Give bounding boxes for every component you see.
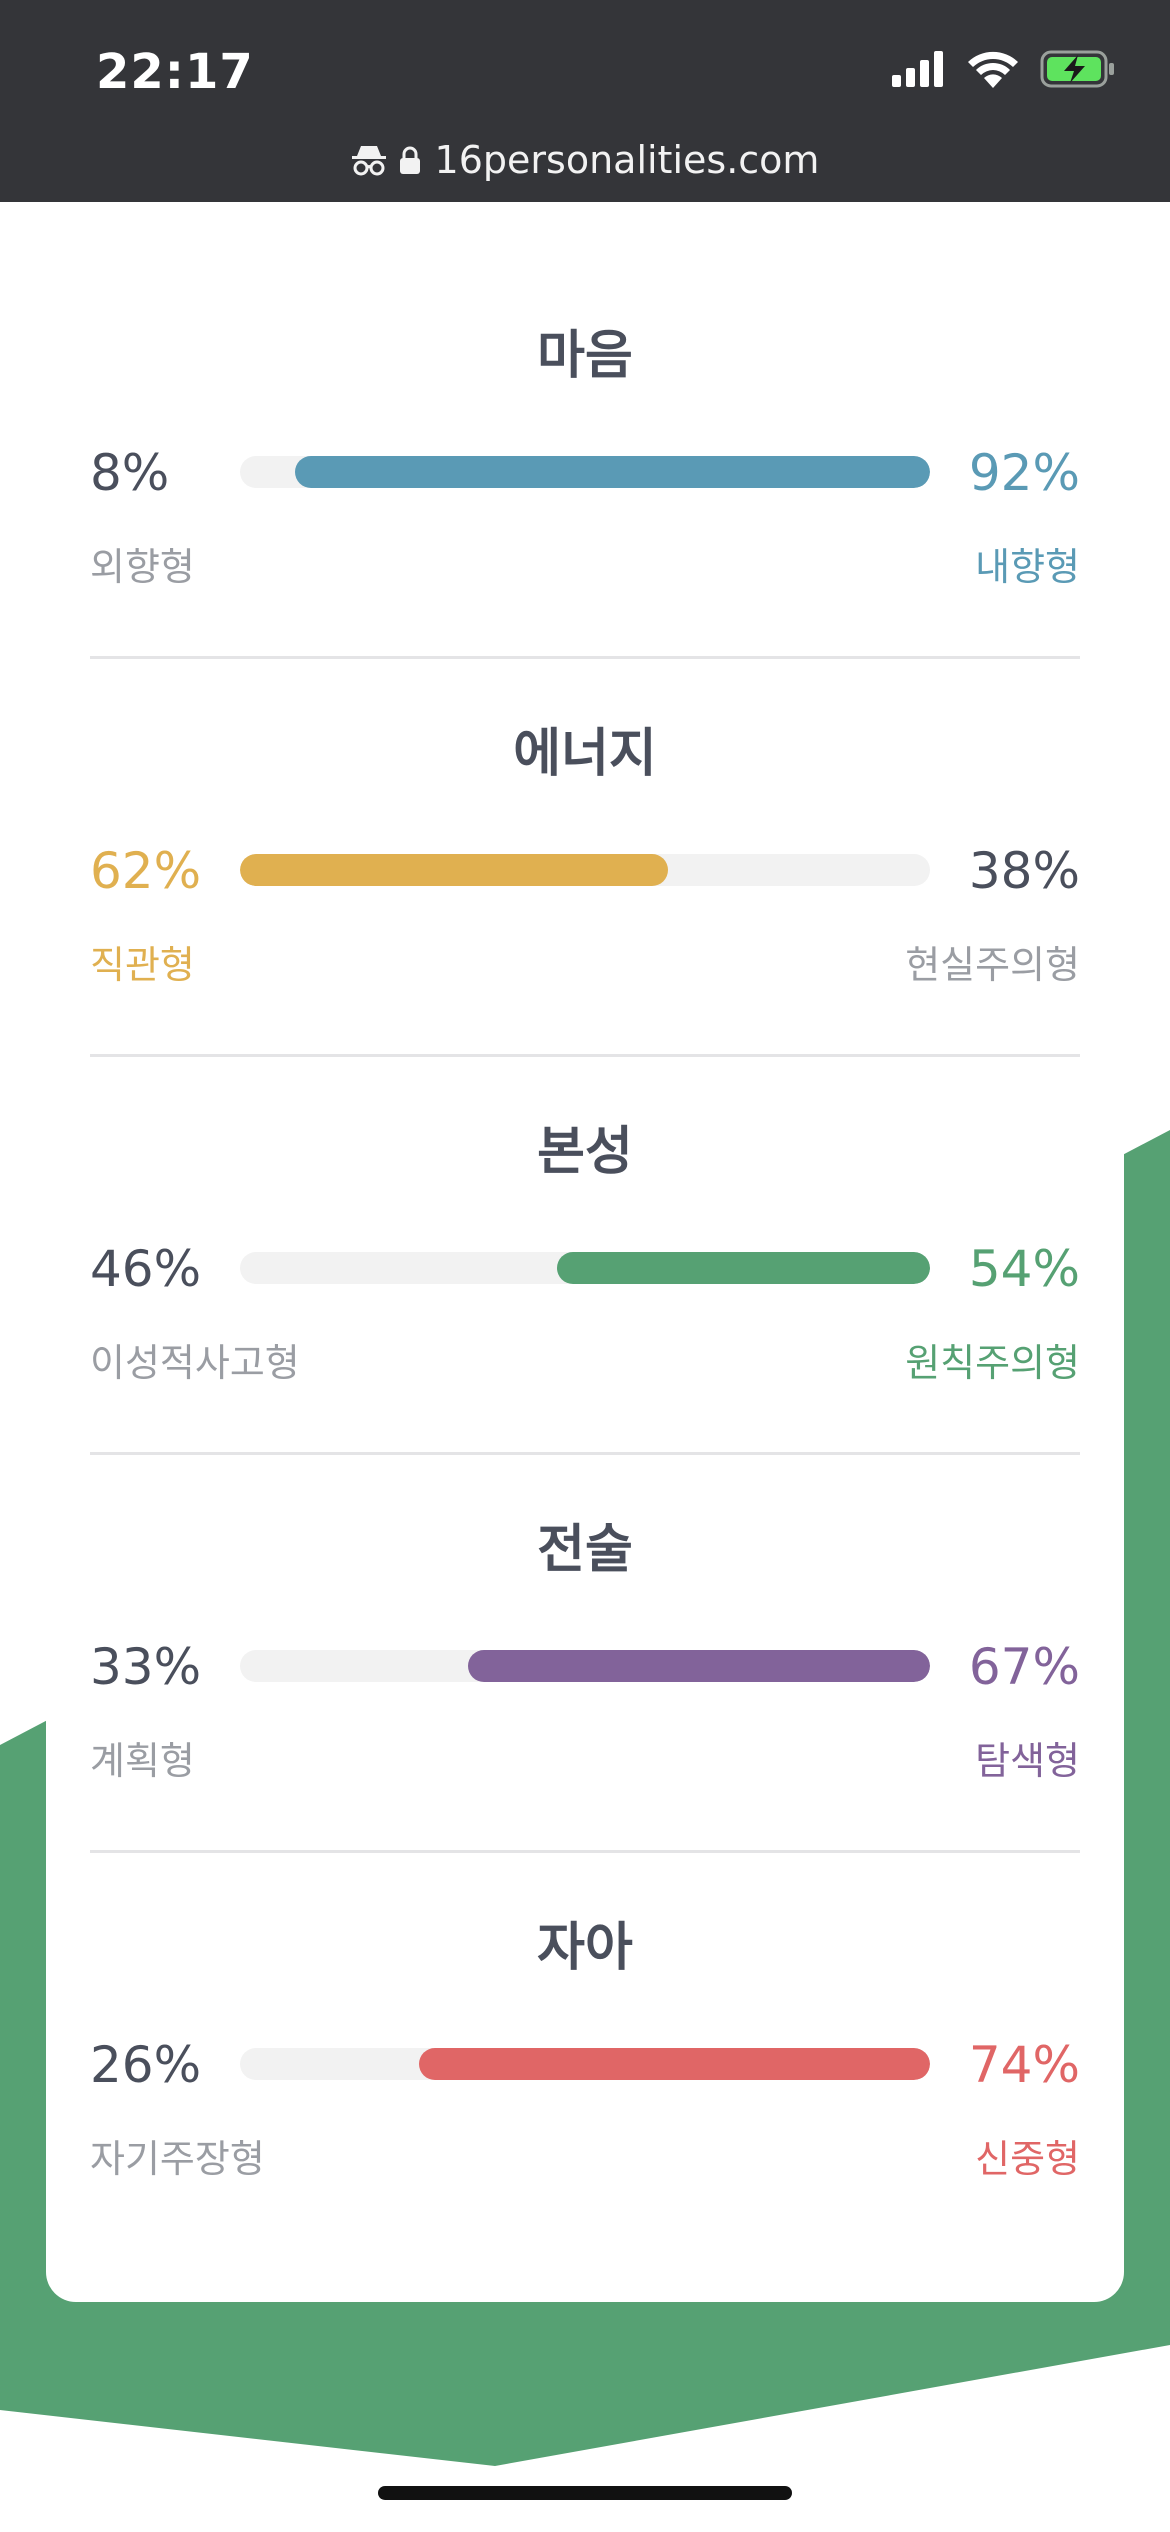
left-percentage: 46%	[90, 1240, 202, 1298]
divider	[90, 1452, 1080, 1455]
progress-bar-track	[240, 456, 930, 488]
section-title: 본성	[537, 1122, 633, 1182]
section-title: 전술	[537, 1520, 633, 1580]
right-trait-label: 탐색형	[975, 1739, 1080, 1783]
left-trait-label: 자기주장형	[90, 2137, 265, 2181]
progress-bar-track	[240, 1252, 930, 1284]
divider	[90, 656, 1080, 659]
status-icons	[892, 50, 1116, 88]
progress-bar-track	[240, 2048, 930, 2080]
right-percentage: 74%	[968, 2036, 1080, 2094]
results-card: 마음 8% 92% 외향형 내향형 에너지 62% 38% 직관형 현실주의형 …	[46, 202, 1124, 2302]
home-indicator	[378, 2486, 792, 2500]
left-trait-label: 계획형	[90, 1739, 195, 1783]
section-nature: 본성 46% 54% 이성적사고형 원칙주의형	[90, 998, 1080, 1396]
url-text[interactable]: 16personalities.com	[434, 138, 820, 182]
wifi-icon	[968, 51, 1018, 88]
right-trait-label: 신중형	[975, 2137, 1080, 2181]
left-trait-label: 외향형	[90, 545, 195, 589]
divider	[90, 1850, 1080, 1853]
section-title: 자아	[537, 1918, 633, 1978]
section-identity: 자아 26% 74% 자기주장형 신중형	[90, 1794, 1080, 2192]
right-trait-label: 원칙주의형	[905, 1341, 1080, 1385]
left-trait-label: 직관형	[90, 943, 195, 987]
battery-charging-icon	[1040, 50, 1114, 88]
right-trait-label: 내향형	[975, 545, 1080, 589]
progress-bar-fill	[240, 854, 668, 886]
progress-bar-fill	[467, 1650, 930, 1682]
left-percentage: 33%	[90, 1638, 202, 1696]
progress-bar-track	[240, 854, 930, 886]
progress-bar-fill	[557, 1252, 930, 1284]
right-percentage: 38%	[968, 842, 1080, 900]
status-time: 22:17	[96, 44, 254, 100]
left-trait-label: 이성적사고형	[90, 1341, 300, 1385]
section-energy: 에너지 62% 38% 직관형 현실주의형	[90, 600, 1080, 998]
status-bar: 22:17	[0, 0, 1170, 202]
progress-bar-fill	[295, 456, 930, 488]
lock-icon	[399, 146, 420, 174]
right-percentage: 92%	[968, 444, 1080, 502]
left-percentage: 26%	[90, 2036, 202, 2094]
cellular-signal-icon	[892, 51, 943, 87]
left-percentage: 62%	[90, 842, 202, 900]
right-percentage: 67%	[968, 1638, 1080, 1696]
incognito-icon	[351, 146, 386, 176]
address-bar[interactable]: 16personalities.com	[0, 138, 1170, 182]
progress-bar-track	[240, 1650, 930, 1682]
divider	[90, 1054, 1080, 1057]
section-tactics: 전술 33% 67% 계획형 탐색형	[90, 1396, 1080, 1794]
left-percentage: 8%	[90, 444, 170, 502]
right-trait-label: 현실주의형	[905, 943, 1080, 987]
section-title: 마음	[537, 326, 633, 386]
progress-bar-fill	[419, 2048, 930, 2080]
section-mind: 마음 8% 92% 외향형 내향형	[90, 202, 1080, 600]
section-title: 에너지	[513, 724, 657, 784]
right-percentage: 54%	[968, 1240, 1080, 1298]
